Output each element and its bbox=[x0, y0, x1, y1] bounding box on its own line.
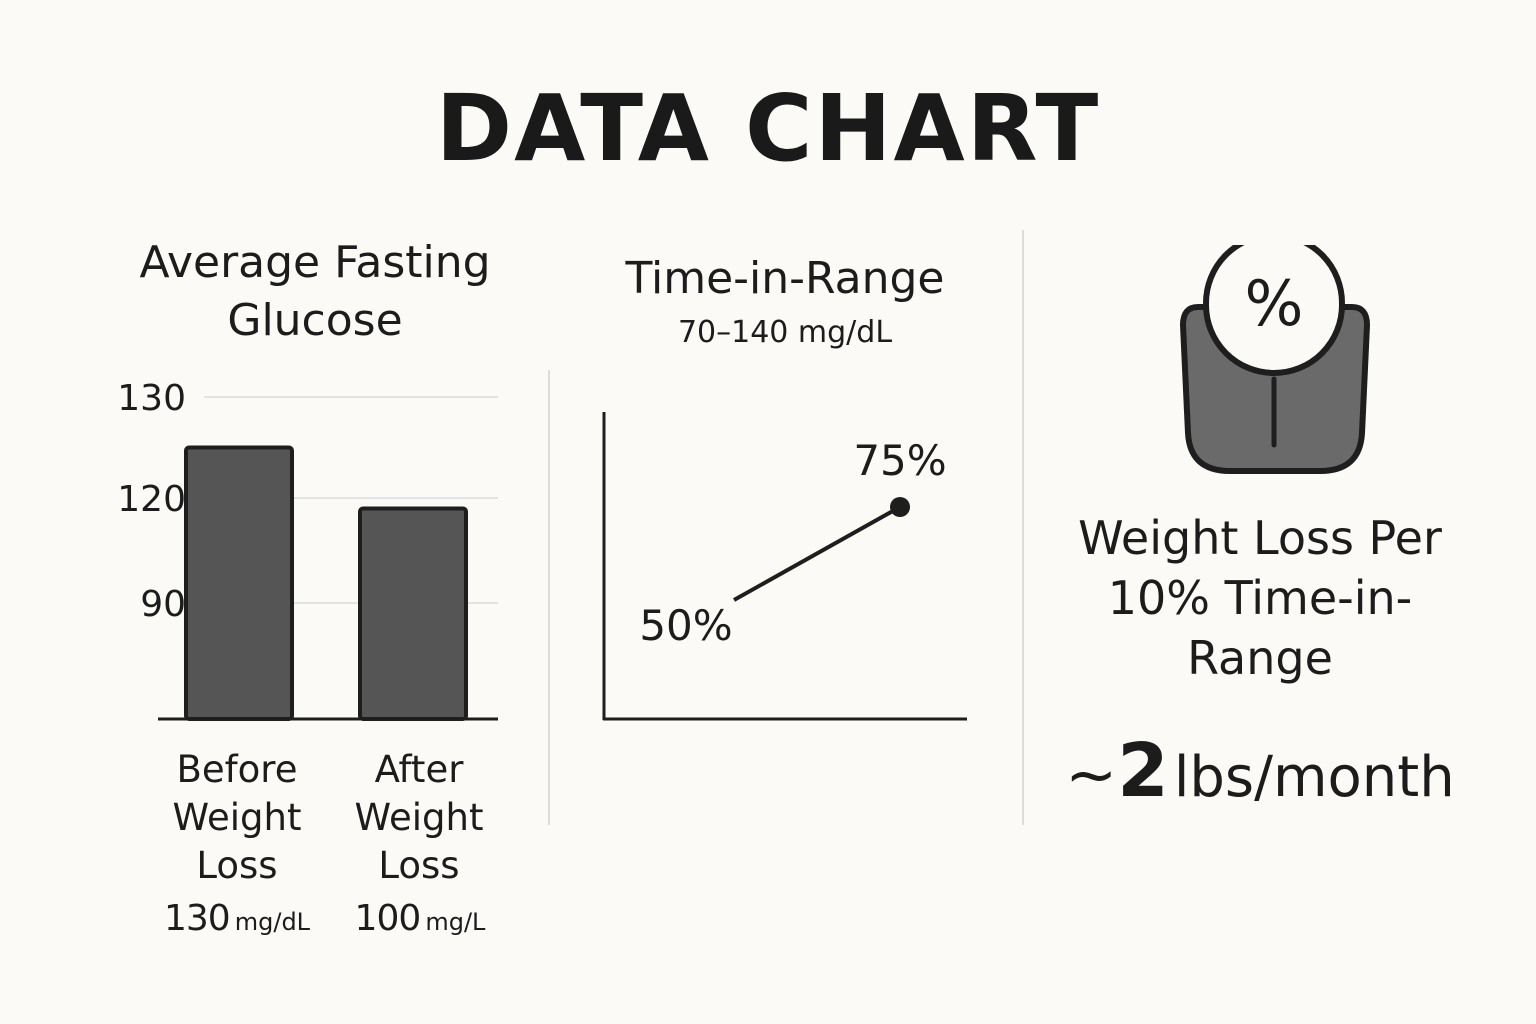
weight-heading: Weight Loss Per 10% Time-in-Range bbox=[1078, 511, 1442, 685]
bar-value-after-unit: mg/L bbox=[425, 908, 486, 936]
bar-value-before-number: 130 bbox=[163, 898, 231, 939]
line-chart-title: Time-in-Range bbox=[625, 253, 945, 304]
bar-value-before: 130 mg/dL bbox=[137, 898, 337, 939]
weight-result: ~2 lbs/month bbox=[1030, 728, 1490, 814]
line-chart-label-start: 50% bbox=[639, 601, 732, 650]
bar-chart-y-axis: 90 120 130 bbox=[117, 378, 186, 625]
line-chart-line bbox=[733, 505, 901, 602]
bar-chart-title: Average Fasting Glucose bbox=[139, 237, 491, 346]
line-chart-subtitle: 70–140 mg/dL bbox=[677, 315, 893, 350]
divider-right bbox=[1022, 230, 1024, 825]
bar-y-tick-130: 130 bbox=[117, 378, 186, 419]
bar-y-tick-120: 120 bbox=[117, 479, 186, 520]
divider-left bbox=[548, 370, 550, 825]
scale-icon: % bbox=[1170, 245, 1380, 474]
weight-result-number: 2 bbox=[1117, 728, 1169, 814]
bar-y-tick-90: 90 bbox=[140, 584, 186, 625]
line-chart-point-end bbox=[890, 497, 910, 517]
bar-value-after: 100 mg/L bbox=[320, 898, 520, 939]
main-title: DATA CHART bbox=[435, 75, 1101, 182]
line-chart-label-end: 75% bbox=[853, 436, 946, 485]
bar-value-before-unit: mg/dL bbox=[234, 908, 311, 936]
scale-percent-symbol: % bbox=[1245, 267, 1304, 340]
line-chart-series: 50% 75% bbox=[639, 436, 946, 650]
bar-category-after: After Weight Loss bbox=[354, 748, 484, 887]
bar-category-before: Before Weight Loss bbox=[172, 748, 302, 887]
bar-value-after-number: 100 bbox=[354, 898, 422, 939]
weight-result-unit: lbs/month bbox=[1173, 745, 1455, 810]
weight-result-tilde: ~ bbox=[1065, 738, 1118, 811]
